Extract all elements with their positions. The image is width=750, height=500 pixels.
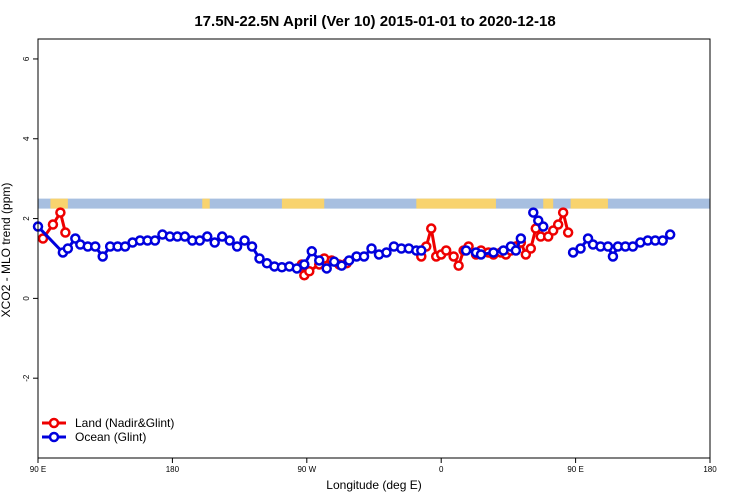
data-point [498,245,509,256]
data-point [358,251,370,262]
x-tick-label: 0 [439,465,444,474]
data-point [239,235,250,246]
land-ocean-strip [38,198,710,209]
data-point [515,233,527,244]
data-point [607,251,619,262]
data-point [602,241,614,252]
x-tick-label: 180 [166,465,180,474]
land-band [416,198,496,209]
data-point [60,227,71,238]
data-point [328,256,340,267]
land-band [202,198,210,209]
series-layer [32,207,676,281]
data-point [416,245,427,256]
land-band [543,198,554,209]
data-point [97,251,108,262]
data-point [62,243,74,254]
chart-title: 17.5N-22.5N April (Ver 10) 2015-01-01 to… [194,13,555,30]
data-point [224,235,235,246]
data-point [475,249,487,260]
x-axis-label: Longitude (deg E) [326,478,421,492]
x-tick-label: 180 [703,465,717,474]
data-point [440,245,452,256]
data-point [194,235,206,246]
data-point [246,241,258,252]
data-point [179,231,191,242]
x-tick-label: 90 E [567,465,583,474]
data-point [89,241,101,252]
data-point [304,265,315,277]
plot-frame [37,38,711,459]
y-tick-label: 0 [22,296,31,301]
y-tick-label: 4 [22,136,31,141]
y-tick-label: -2 [22,374,31,382]
data-point [149,235,161,246]
data-point [488,247,499,258]
data-point [299,259,310,270]
data-point [552,219,564,230]
data-point [343,255,355,266]
ocean-band [38,198,710,209]
series-ocean [32,207,676,274]
y-axis-label: XCO2 - MLO trend (ppm) [0,183,13,318]
data-point [460,245,472,256]
data-point [55,207,66,218]
data-point [525,243,537,254]
land-band [50,198,68,209]
data-point [231,241,243,252]
y-tick-label: 2 [22,216,31,221]
legend-item: Land (Nadir&Glint) [42,416,174,430]
data-point [321,263,332,274]
series-line [41,211,67,240]
data-point [209,237,220,248]
land-band [281,198,325,209]
data-point [381,247,392,258]
data-point [657,235,668,246]
data-point [575,243,586,254]
data-point [47,219,59,230]
x-tick-label: 90 W [297,465,316,474]
data-point [448,251,459,262]
legend-swatch-marker [48,417,60,429]
data-point [627,241,639,252]
data-point [366,243,377,254]
x-tick-label: 90 E [30,465,46,474]
data-point [664,229,676,240]
data-point [528,207,539,218]
data-point [562,227,574,238]
data-point [453,260,464,271]
data-point [216,231,228,242]
data-point [254,253,265,264]
data-point [510,245,522,256]
data-point [291,263,303,274]
data-point [119,241,131,252]
data-point [567,247,579,258]
legend-item: Ocean (Glint) [42,430,146,444]
data-point [425,223,437,234]
legend-swatch-marker [48,431,60,443]
land-band [570,198,608,209]
data-point [557,207,569,218]
data-point [313,255,325,266]
data-point [537,221,549,232]
axes: 90 E 180 90 W 0 90 E 180 -2 0 2 4 6 [22,56,717,474]
data-point [336,260,347,271]
y-tick-label: 6 [22,56,31,61]
data-point [37,233,49,244]
data-point [201,231,213,242]
legend-label: Ocean (Glint) [75,430,146,444]
legend: Land (Nadir&Glint)Ocean (Glint) [42,416,174,444]
data-point [306,246,318,257]
legend-label: Land (Nadir&Glint) [75,416,174,430]
